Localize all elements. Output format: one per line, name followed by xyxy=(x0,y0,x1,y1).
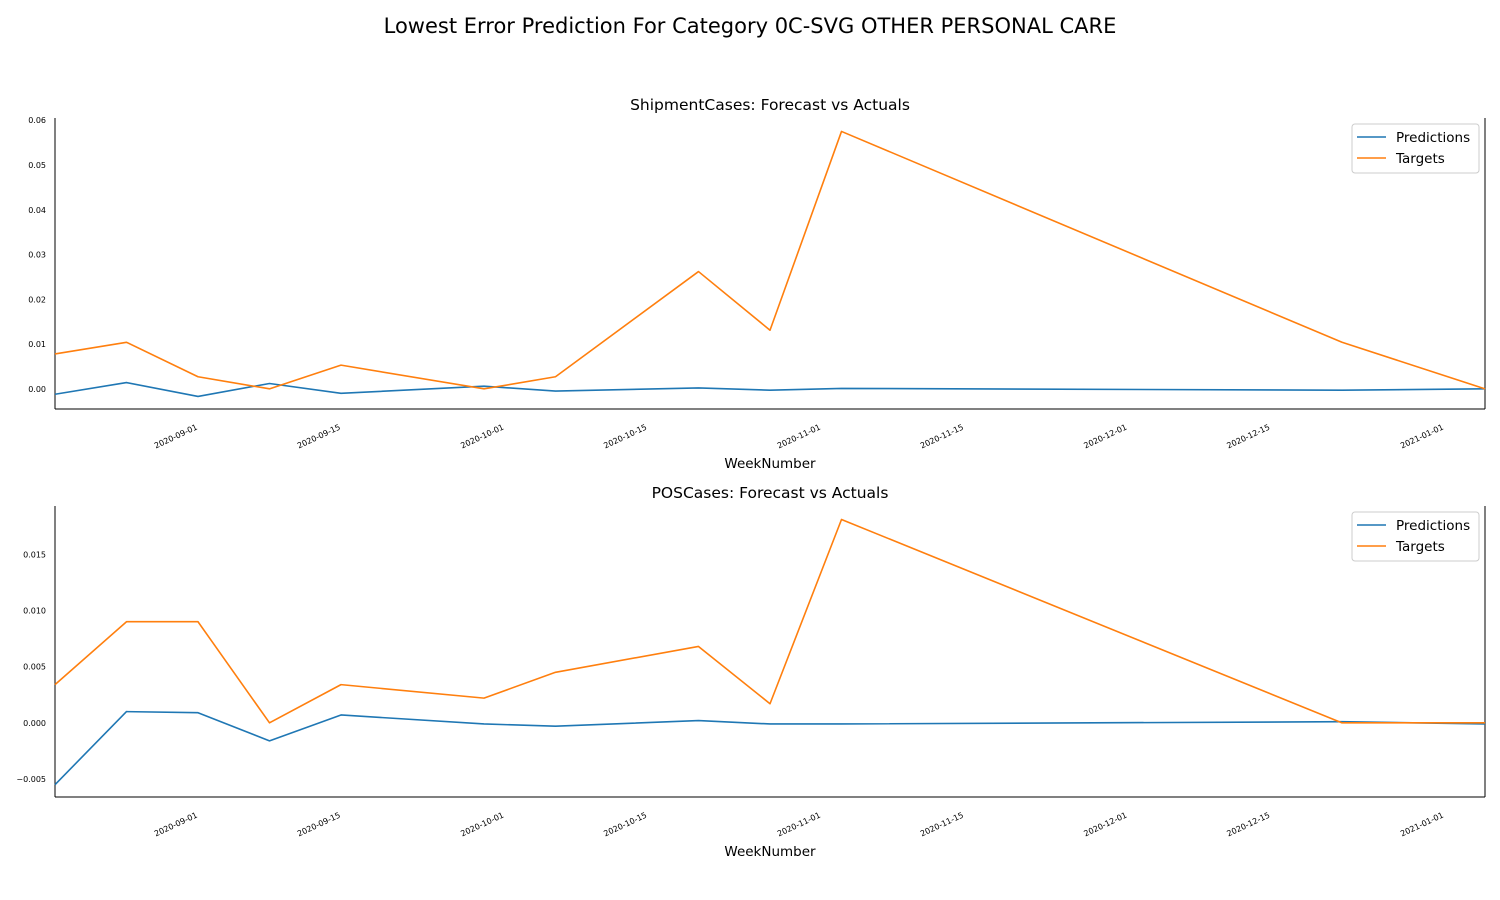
y-tick-label: 0.00 xyxy=(28,385,46,394)
subplot-title: POSCases: Forecast vs Actuals xyxy=(652,484,889,502)
x-tick-label: 2021-01-01 xyxy=(1399,811,1445,839)
x-tick-label: 2020-09-15 xyxy=(296,811,342,839)
legend-label-targets: Targets xyxy=(1395,151,1445,167)
legend-label-predictions: Predictions xyxy=(1396,130,1470,146)
x-tick-label: 2020-11-01 xyxy=(776,423,822,451)
series-line-targets xyxy=(54,130,1486,390)
legend-label-predictions: Predictions xyxy=(1396,518,1470,534)
x-tick-label: 2020-09-15 xyxy=(296,423,342,451)
x-tick-label: 2020-09-01 xyxy=(153,811,199,839)
y-tick-label: 0.02 xyxy=(28,295,46,304)
x-tick-label: 2020-11-15 xyxy=(919,423,965,451)
x-tick-label: 2020-12-01 xyxy=(1082,423,1128,451)
x-tick-label: 2020-10-15 xyxy=(602,423,648,451)
x-tick-label: 2021-01-01 xyxy=(1399,423,1445,451)
y-tick-label: 0.000 xyxy=(23,719,46,728)
series-line-predictions xyxy=(54,381,1486,398)
y-tick-label: 0.03 xyxy=(28,251,46,260)
subplot-1: ShipmentCases: Forecast vs Actuals 0.00 0.… xyxy=(28,96,1486,472)
series-line-predictions xyxy=(54,710,1486,786)
x-tick-label: 2020-09-01 xyxy=(153,423,199,451)
x-tick-label: 2020-10-15 xyxy=(602,811,648,839)
y-tick-label: 0.01 xyxy=(28,340,46,349)
y-tick-label: 0.05 xyxy=(28,161,46,170)
legend-label-targets: Targets xyxy=(1395,539,1445,555)
x-tick-label: 2020-12-15 xyxy=(1225,811,1271,839)
subplot-2: POSCases: Forecast vs Actuals −0.005 0.000… xyxy=(16,484,1486,860)
x-tick-label: 2020-10-01 xyxy=(459,811,505,839)
x-axis-label: WeekNumber xyxy=(724,456,816,472)
y-tick-label: −0.005 xyxy=(16,775,46,784)
legend: Predictions Targets xyxy=(1351,511,1480,562)
subplot-title: ShipmentCases: Forecast vs Actuals xyxy=(630,96,910,114)
figure-title: Lowest Error Prediction For Category 0C-… xyxy=(383,14,1117,38)
series-line-targets xyxy=(54,518,1485,724)
x-tick-label: 2020-11-15 xyxy=(919,811,965,839)
legend: Predictions Targets xyxy=(1351,123,1480,174)
x-axis-label: WeekNumber xyxy=(724,844,816,860)
y-tick-label: 0.005 xyxy=(23,663,46,672)
x-tick-label: 2020-12-15 xyxy=(1225,423,1271,451)
x-tick-label: 2020-12-01 xyxy=(1082,811,1128,839)
x-tick-label: 2020-11-01 xyxy=(776,811,822,839)
y-tick-label: 0.06 xyxy=(28,116,46,125)
x-tick-label: 2020-10-01 xyxy=(459,423,505,451)
y-tick-label: 0.04 xyxy=(28,206,46,215)
y-tick-label: 0.015 xyxy=(23,550,46,559)
y-tick-label: 0.010 xyxy=(23,606,46,615)
